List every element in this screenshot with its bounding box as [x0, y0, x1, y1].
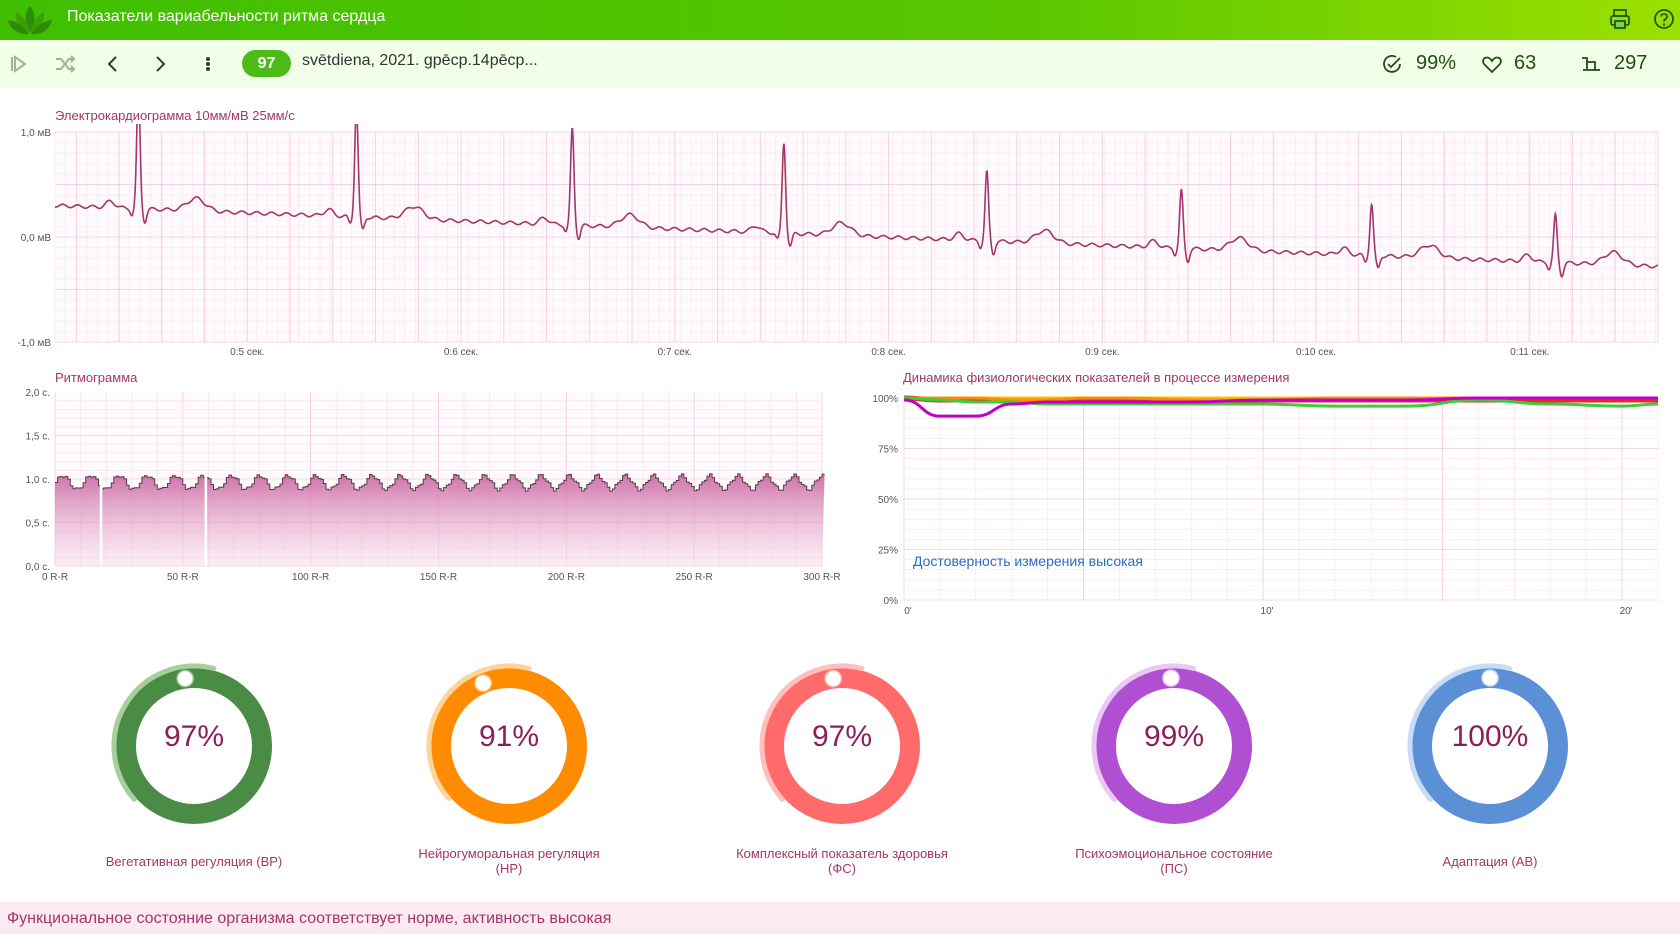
- gauge-label-line: Комплексный показатель здоровья: [736, 846, 948, 861]
- dynamics-y-tick: 50%: [878, 495, 898, 506]
- app-title: Показатели вариабельности ритма сердца: [67, 8, 386, 25]
- reliability-note: Достоверность измерения высокая: [913, 553, 1143, 569]
- gauge-ring: [764, 668, 920, 824]
- print-icon[interactable]: [1607, 6, 1633, 32]
- gauge-label-line: Нейрогуморальная регуляция: [418, 846, 600, 861]
- ecg-x-tick: 0:11 сек.: [1510, 347, 1549, 358]
- status-text: Функциональное состояние организма соотв…: [7, 910, 612, 927]
- gauge-indicator-knob: [824, 669, 842, 688]
- gauge-label-line: (НР): [495, 861, 523, 876]
- help-icon[interactable]: [1651, 6, 1677, 32]
- gauge-label: Комплексный показатель здоровья (ФС): [712, 846, 972, 876]
- gauge: 97%: [752, 656, 932, 836]
- gauge-label: Адаптация (АВ): [1360, 854, 1620, 869]
- gauge-indicator-knob: [474, 674, 492, 692]
- session-number-badge[interactable]: 97: [242, 50, 291, 77]
- rr-count-value: 297: [1614, 52, 1648, 74]
- status-footer: Функциональное состояние организма соотв…: [0, 902, 1680, 934]
- rhythmogram-x-tick: 250 R-R: [676, 572, 713, 583]
- rhythmogram-title: Ритмограмма: [55, 370, 138, 385]
- ecg-y-tick: -1,0 мВ: [17, 338, 51, 349]
- gauge-label: Нейрогуморальная регуляция (НР): [379, 846, 639, 876]
- rhythmogram-y-tick: 0,0 с.: [26, 562, 50, 573]
- gauge-track-arc: [426, 663, 532, 802]
- gauge-ring: [116, 668, 272, 824]
- rhythmogram-y-tick: 2,0 с.: [26, 388, 50, 399]
- lotus-logo-icon: [8, 6, 52, 35]
- rr-intervals-icon: [1582, 57, 1600, 71]
- gauge: 91%: [419, 656, 599, 836]
- rhythmogram-x-tick: 150 R-R: [420, 572, 457, 583]
- gauge-label-line: (ФС): [828, 861, 856, 876]
- rhythmogram-line: [55, 473, 825, 492]
- gauge: 100%: [1400, 656, 1580, 836]
- gauge-value: 97%: [163, 720, 225, 753]
- gauge-label-line: Адаптация (АВ): [1442, 854, 1538, 869]
- gauge-value: 100%: [1451, 720, 1529, 753]
- gauge-value: 91%: [478, 720, 540, 753]
- heart-icon: [1482, 56, 1502, 74]
- ecg-x-tick: 0:9 сек.: [1085, 347, 1119, 358]
- rhythmogram-y-tick: 1,0 с.: [26, 475, 50, 486]
- session-date[interactable]: svētdiena, 2021. gрēср.14рēср...: [302, 52, 538, 69]
- rhythmogram-area: [55, 473, 825, 566]
- gauge-value: 97%: [811, 720, 873, 753]
- rhythmogram-x-tick: 300 R-R: [803, 572, 840, 583]
- dynamics-x-tick: 10': [1261, 606, 1274, 617]
- gauge-ring: [431, 668, 587, 824]
- ecg-y-tick: 0,0 мВ: [21, 233, 52, 244]
- gauge-track-arc: [111, 663, 217, 802]
- dynamics-x-tick: 0': [904, 606, 912, 617]
- gauge: 97%: [104, 656, 284, 836]
- gauge-track-arc: [1091, 663, 1197, 803]
- dynamics-series-line: [903, 396, 1659, 408]
- rhythmogram-x-tick: 200 R-R: [548, 572, 585, 583]
- ecg-x-tick: 0:5 сек.: [230, 347, 264, 358]
- gauge-value: 99%: [1143, 720, 1205, 753]
- dynamics-y-tick: 100%: [872, 394, 898, 405]
- dynamics-chart: 100% 75% 50% 25% 0% 0' 10' 20': [872, 394, 1659, 617]
- ecg-grid: [54, 131, 1659, 343]
- chevron-left-icon[interactable]: [101, 52, 125, 76]
- ecg-x-tick: 0:7 сек.: [658, 347, 692, 358]
- gauge-track-arc: [1407, 663, 1513, 803]
- dynamics-series-line: [903, 396, 1658, 418]
- ecg-y-tick: 1,0 мВ: [21, 128, 52, 139]
- reliability-value: 99%: [1416, 52, 1457, 74]
- rhythmogram-x-tick: 0 R-R: [42, 572, 68, 583]
- ecg-chart: 1,0 мВ 0,0 мВ -1,0 мВ 0:5 сек. 0:6 сек. 0:7 …: [17, 124, 1659, 358]
- dynamics-y-tick: 25%: [878, 546, 898, 557]
- dynamics-x-tick: 20': [1620, 606, 1633, 617]
- gauge-track-arc: [759, 663, 865, 802]
- shuffle-icon[interactable]: [53, 52, 77, 76]
- play-from-start-icon[interactable]: [6, 52, 30, 76]
- rhythmogram-x-tick: 50 R-R: [167, 572, 199, 583]
- ecg-title: Электрокардиограмма 10мм/мВ 25мм/с: [55, 108, 295, 123]
- heart-rate-value: 63: [1514, 52, 1537, 74]
- gauge-label: Психоэмоциональное состояние (ПС): [1044, 846, 1304, 876]
- check-circle-icon: [1383, 55, 1401, 73]
- rhythmogram-y-tick: 1,5 с.: [26, 432, 50, 443]
- gauge-label: Вегетативная регуляция (ВР): [64, 854, 324, 869]
- more-vertical-icon[interactable]: [196, 52, 220, 76]
- gauge: 99%: [1084, 656, 1264, 836]
- ecg-x-tick: 0:10 сек.: [1296, 347, 1336, 358]
- dynamics-y-tick: 75%: [878, 445, 898, 456]
- gauge-indicator-knob: [176, 669, 194, 688]
- rhythmogram-x-tick: 100 R-R: [292, 572, 329, 583]
- gauge-label-line: Вегетативная регуляция (ВР): [105, 854, 283, 869]
- dynamics-title: Динамика физиологических показателей в п…: [903, 370, 1290, 385]
- gauge-indicator-knob: [1481, 669, 1499, 687]
- rhythmogram-chart: 2,0 с. 1,5 с. 1,0 с. 0,5 с. 0,0 с. 0 R-R 50 R…: [26, 388, 840, 583]
- gauge-label-line: (ПС): [1160, 861, 1188, 876]
- ecg-trace: [55, 124, 1659, 278]
- chevron-right-icon[interactable]: [148, 52, 172, 76]
- gauge-label-line: Психоэмоциональное состояние: [1075, 846, 1273, 861]
- ecg-x-tick: 0:8 сек.: [871, 347, 905, 358]
- title-bar: Показатели вариабельности ритма сердца: [0, 0, 1680, 40]
- ecg-x-tick: 0:6 сек.: [444, 347, 478, 358]
- dynamics-y-tick: 0%: [884, 596, 899, 607]
- gauge-indicator-knob: [1162, 669, 1180, 687]
- rhythmogram-y-tick: 0,5 с.: [26, 519, 50, 530]
